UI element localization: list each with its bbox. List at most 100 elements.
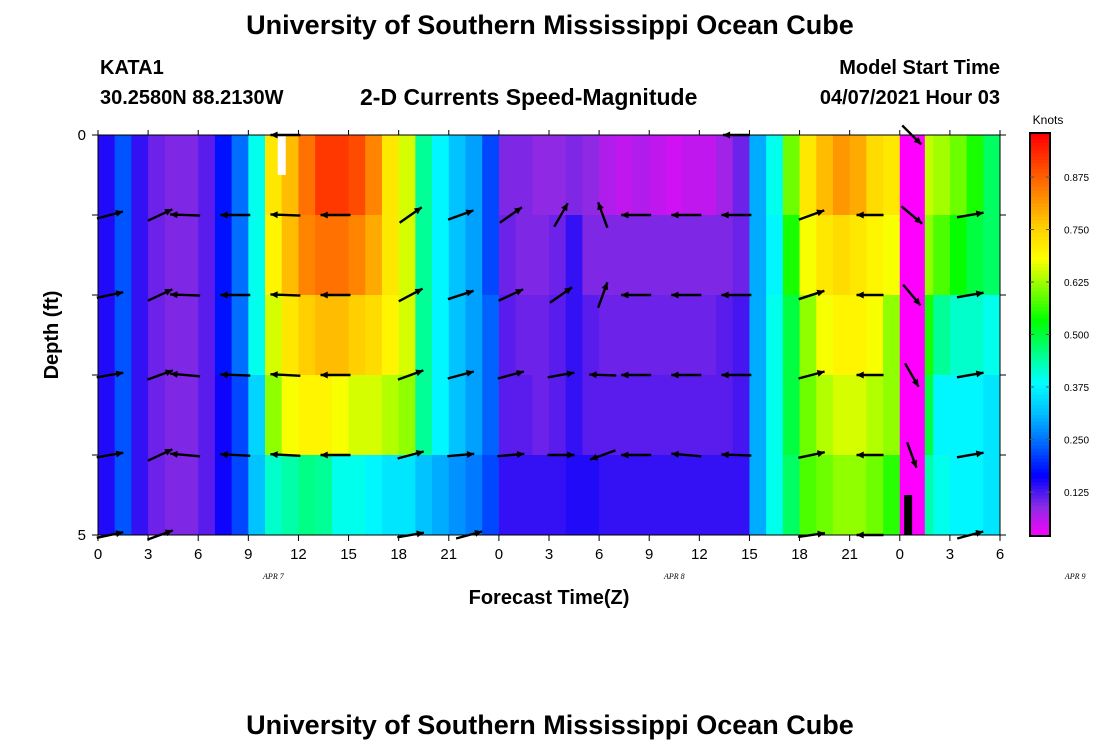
heatmap-cell <box>866 215 884 296</box>
current-vector <box>900 205 923 225</box>
colorbar-swatch <box>1030 374 1050 379</box>
current-vector <box>447 209 474 221</box>
colorbar-swatch <box>1030 227 1050 231</box>
colorbar-swatch <box>1030 505 1050 510</box>
colorbar-swatch <box>1030 267 1050 272</box>
heatmap-cell <box>849 135 867 216</box>
heatmap-cell <box>198 375 216 456</box>
heatmap-cell <box>131 375 149 456</box>
heatmap-cell <box>832 295 851 376</box>
colorbar-swatch <box>1030 418 1050 423</box>
heatmap-cell <box>515 295 533 376</box>
colorbar-swatch <box>1030 327 1050 332</box>
current-vector <box>170 291 201 299</box>
heatmap-cell <box>448 135 467 216</box>
heatmap-cell <box>331 295 350 376</box>
heatmap-cell <box>532 135 550 216</box>
current-vector <box>549 286 573 304</box>
heatmap-cell <box>816 455 834 535</box>
heatmap-cell <box>131 135 149 216</box>
heatmap-cell <box>298 375 316 456</box>
current-vector <box>798 209 825 221</box>
heatmap-cell <box>515 215 533 296</box>
heatmap-cell <box>248 215 266 296</box>
current-vector <box>220 451 251 459</box>
current-vector <box>621 211 652 219</box>
heatmap-cell <box>265 375 283 456</box>
heatmap-cell <box>298 135 316 216</box>
heatmap-cell <box>515 135 533 216</box>
heatmap-cell <box>248 455 266 535</box>
heatmap-cell <box>98 295 116 376</box>
colorbar-swatch <box>1030 290 1050 295</box>
current-vector <box>721 371 752 379</box>
heatmap-cell <box>799 375 817 456</box>
heatmap-cell <box>98 135 116 216</box>
heatmap-cell <box>699 455 717 535</box>
colorbar-swatch <box>1030 334 1050 339</box>
colorbar-swatch <box>1030 478 1050 483</box>
heatmap-cell <box>966 295 984 376</box>
colorbar-swatch <box>1030 270 1050 275</box>
heatmap-cell <box>549 295 567 376</box>
heatmap-cell <box>799 135 817 216</box>
colorbar-swatch <box>1030 512 1050 517</box>
x-tick-label: 21 <box>841 546 858 563</box>
x-tick-label: 0 <box>495 546 503 563</box>
heatmap-cell <box>849 375 867 456</box>
colorbar-swatch <box>1030 354 1050 359</box>
current-vector <box>856 451 884 459</box>
colorbar-swatch <box>1030 351 1050 356</box>
heatmap-cell <box>682 455 700 535</box>
heatmap-cell <box>231 295 249 376</box>
current-vector <box>170 211 201 219</box>
colorbar-swatch <box>1030 277 1050 282</box>
heatmap-cell <box>933 455 951 535</box>
current-vector <box>170 370 201 378</box>
speed-heatmap <box>98 135 1000 535</box>
heatmap-cell <box>933 215 951 296</box>
heatmap-cell <box>565 295 584 376</box>
heatmap-cell <box>432 295 450 376</box>
heatmap-cell <box>448 455 467 535</box>
heatmap-cell <box>749 375 767 456</box>
heatmap-cell <box>699 375 717 456</box>
heatmap-cell <box>465 135 483 216</box>
heatmap-cell <box>198 135 216 216</box>
markers <box>277 135 913 535</box>
heatmap-cell <box>214 215 233 296</box>
heatmap-cell <box>699 215 717 296</box>
axes: 0 3 6 9 12 15 18 21 0 3 6 9 12 15 18 21 0 3 6 APR 7 APR 8 APR… <box>78 127 1086 581</box>
colorbar-swatch <box>1030 243 1050 248</box>
current-vector <box>671 211 702 219</box>
heatmap-cell <box>482 135 500 216</box>
heatmap-cell <box>331 135 350 216</box>
colorbar-swatch <box>1030 240 1050 245</box>
current-vector <box>447 370 475 380</box>
heatmap-cell <box>114 375 133 456</box>
heatmap-cell <box>866 375 884 456</box>
current-vector <box>397 450 425 460</box>
colorbar-swatch <box>1030 300 1050 305</box>
colorbar-swatch <box>1030 314 1050 319</box>
colorbar-swatch <box>1030 183 1050 188</box>
heatmap-cell <box>632 375 650 456</box>
heatmap-cell <box>649 295 667 376</box>
heatmap-cell <box>415 135 433 216</box>
current-vector <box>798 450 826 459</box>
heatmap-cell <box>231 455 249 535</box>
current-vector <box>147 288 173 302</box>
heatmap-cell <box>966 135 984 216</box>
heatmap-cell <box>883 295 901 376</box>
heatmap-cell <box>983 295 1000 376</box>
heatmap-cell <box>181 215 199 296</box>
heatmap-cell <box>131 295 149 376</box>
x-tick-label: 9 <box>645 546 653 563</box>
y-tick-label: 0 <box>78 127 86 144</box>
colorbar-swatch <box>1030 287 1050 292</box>
heatmap-cell <box>799 295 817 376</box>
heatmap-cell <box>749 295 767 376</box>
heatmap-cell <box>799 215 817 296</box>
heatmap-cell <box>632 455 650 535</box>
heatmap-cell <box>799 455 817 535</box>
